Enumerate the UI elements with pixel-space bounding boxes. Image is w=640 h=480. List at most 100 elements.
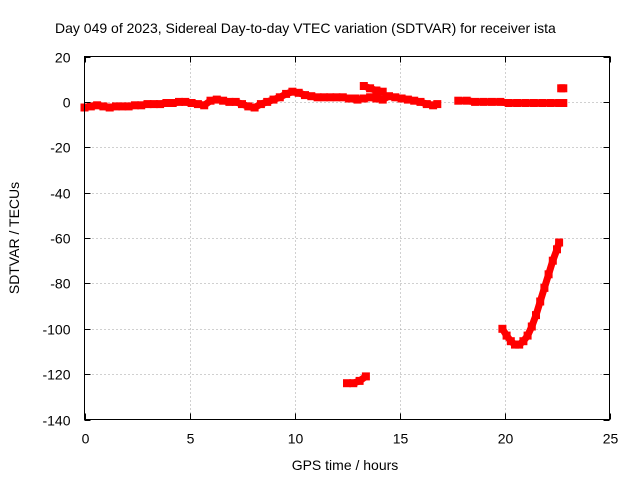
data-point — [93, 101, 102, 110]
data-point — [536, 297, 545, 306]
data-point — [487, 97, 496, 106]
series-spike-near-13 — [359, 82, 387, 96]
data-point — [263, 97, 272, 106]
x-tick-label: 10 — [288, 431, 304, 447]
data-point — [193, 100, 202, 109]
y-tick-label: 0 — [63, 95, 71, 111]
data-point — [250, 103, 259, 112]
data-point — [143, 100, 152, 109]
data-point — [372, 94, 381, 103]
data-point — [403, 95, 412, 104]
data-point — [212, 95, 221, 104]
data-point — [256, 100, 265, 109]
data-point — [326, 93, 335, 102]
data-point — [225, 97, 234, 106]
data-point — [86, 102, 95, 111]
y-axis-title: SDTVAR / TECUs — [6, 182, 22, 294]
data-point — [181, 97, 190, 106]
data-point — [397, 94, 406, 103]
data-point — [105, 103, 114, 112]
data-point — [479, 97, 488, 106]
data-point — [454, 96, 463, 105]
data-point — [555, 99, 564, 107]
data-point — [527, 322, 536, 331]
data-point — [548, 256, 557, 265]
x-tick-label: 25 — [603, 431, 619, 447]
data-point — [498, 324, 507, 333]
data-point — [206, 96, 215, 105]
data-point — [540, 283, 549, 292]
data-point — [359, 82, 368, 90]
data-point — [219, 96, 228, 105]
x-tick-label: 15 — [393, 431, 409, 447]
data-point — [130, 101, 139, 110]
data-point — [343, 379, 351, 388]
data-point — [532, 311, 540, 320]
y-tick-label: -140 — [42, 413, 70, 429]
data-point — [378, 95, 387, 104]
series-mid-segment — [353, 92, 442, 110]
data-point — [187, 99, 196, 107]
data-point — [559, 84, 568, 93]
data-point — [168, 99, 177, 107]
data-point — [378, 87, 387, 96]
data-point — [99, 102, 108, 111]
data-point — [137, 101, 146, 110]
data-point — [307, 92, 316, 101]
data-point — [345, 94, 354, 103]
x-tick-label: 0 — [82, 431, 90, 447]
data-point — [504, 99, 513, 107]
data-point — [538, 99, 547, 107]
data-point — [523, 331, 532, 340]
y-tick-label: -80 — [50, 276, 70, 292]
y-tick-label: -60 — [50, 231, 70, 247]
data-point — [519, 337, 528, 346]
data-point — [511, 340, 519, 349]
data-point — [238, 100, 246, 109]
data-point — [361, 372, 370, 381]
data-point — [555, 238, 564, 247]
data-point — [149, 100, 158, 109]
data-point — [513, 99, 522, 107]
data-point — [372, 86, 381, 95]
data-point — [175, 97, 183, 106]
chart-title: Day 049 of 2023, Sidereal Day-to-day VTE… — [55, 20, 556, 36]
x-tick-label: 5 — [187, 431, 195, 447]
data-point — [553, 245, 561, 254]
data-series — [80, 82, 568, 388]
data-point — [349, 379, 358, 388]
data-point — [502, 331, 511, 340]
data-point — [282, 89, 291, 98]
series-low-segment — [343, 372, 370, 388]
data-point — [422, 100, 431, 109]
data-point — [521, 99, 530, 107]
y-tick-label: -120 — [42, 367, 70, 383]
data-point — [366, 93, 375, 102]
data-point — [162, 99, 171, 107]
data-point — [385, 92, 393, 101]
data-point — [429, 101, 438, 110]
data-point — [359, 94, 368, 103]
data-point — [515, 340, 524, 349]
axis-ticks: 0 5 10 15 20 25 20 0 -20 -40 -60 -80 -100 -120 -140 — [42, 50, 618, 447]
data-point — [244, 102, 253, 111]
x-tick-label: 20 — [498, 431, 514, 447]
data-point — [529, 99, 538, 107]
plot-frame — [84, 56, 610, 420]
data-point — [355, 376, 364, 385]
y-tick-label: -20 — [50, 140, 70, 156]
data-point — [313, 93, 322, 102]
data-point — [391, 93, 400, 102]
y-tick-label: -100 — [42, 322, 70, 338]
data-point — [332, 93, 341, 102]
data-point — [546, 99, 555, 107]
data-point — [506, 337, 515, 346]
data-point — [471, 97, 480, 106]
data-point — [433, 100, 442, 109]
series-late-flat — [454, 96, 568, 107]
data-point — [124, 102, 133, 111]
y-tick-label: -40 — [50, 186, 70, 202]
data-point — [231, 97, 240, 106]
series-isolated-high — [557, 84, 568, 93]
data-point — [410, 96, 419, 105]
